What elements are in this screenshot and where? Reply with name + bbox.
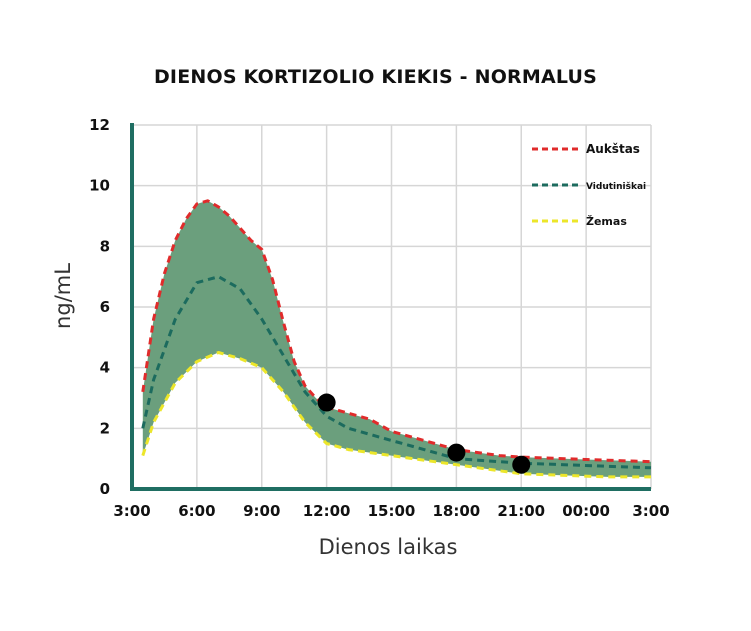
y-tick-label: 6	[100, 298, 110, 316]
y-tick-label: 2	[100, 419, 110, 437]
y-tick-label: 4	[100, 359, 110, 377]
normal-range-band	[142, 200, 652, 477]
data-point	[512, 455, 531, 474]
y-tick-label: 8	[100, 237, 110, 255]
data-point	[317, 393, 336, 412]
x-tick-label: 3:00	[113, 502, 150, 520]
x-tick-label: 3:00	[632, 502, 669, 520]
chart-title: DIENOS KORTIZOLIO KIEKIS - NORMALUS	[153, 66, 598, 88]
series-line-2	[141, 351, 651, 479]
x-tick-label: 00:00	[562, 502, 610, 520]
legend-label: Vidutiniškai	[586, 181, 646, 192]
x-tick-label: 15:00	[368, 502, 416, 520]
x-tick-label: 9:00	[243, 502, 280, 520]
y-axis-title: ng/mL	[51, 263, 75, 329]
legend-label: Žemas	[586, 215, 627, 228]
x-tick-label: 6:00	[178, 502, 215, 520]
legend-label: Aukštas	[586, 142, 640, 156]
x-tick-labels: 3:00 6:00 9:00 12:00 15:00 18:00 21:00 00:00 3:0…	[113, 502, 669, 520]
y-tick-label: 0	[100, 480, 110, 498]
x-tick-label: 21:00	[497, 502, 545, 520]
y-tick-label: 10	[89, 177, 110, 195]
series-line-0	[141, 199, 652, 464]
x-tick-label: 18:00	[433, 502, 481, 520]
measurement-points	[317, 393, 531, 474]
y-tick-labels: 0 2 4 6 8 10 12	[89, 116, 110, 498]
x-axis-title: Dienos laikas	[319, 535, 458, 559]
data-point	[447, 443, 466, 462]
legend: Aukštas Vidutiniškai Žemas	[532, 142, 646, 228]
x-tick-label: 12:00	[303, 502, 351, 520]
axes	[130, 123, 651, 491]
y-tick-label: 12	[89, 116, 110, 134]
series-lines	[141, 199, 652, 479]
